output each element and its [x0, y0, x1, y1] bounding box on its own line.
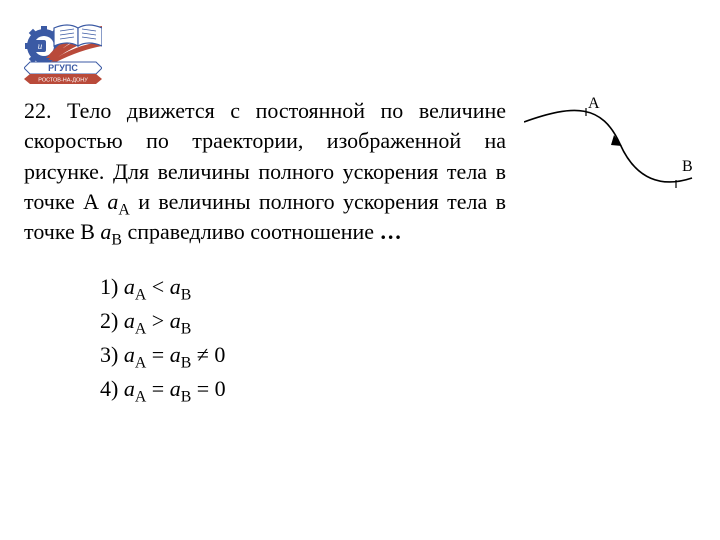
- option-4: 4) aA = aB = 0: [100, 372, 696, 406]
- answer-options: 1) aA < aB 2) aA > aB 3) aA = aB ≠ 0 4) …: [100, 270, 696, 406]
- svg-text:u: u: [38, 41, 43, 51]
- logo-banner: РГУПС РОСТОВ-НА-ДОНУ: [24, 62, 102, 84]
- option-3: 3) aA = aB ≠ 0: [100, 338, 696, 372]
- svg-text:РОСТОВ-НА-ДОНУ: РОСТОВ-НА-ДОНУ: [38, 78, 88, 84]
- label-b: B: [682, 158, 693, 175]
- trajectory-figure: A B: [524, 96, 696, 216]
- question-text: 22. Тело движется с постоянной по величи…: [24, 96, 506, 248]
- trajectory-curve: [524, 110, 692, 182]
- label-a: A: [588, 96, 600, 112]
- university-logo: u РГУПС РОСТОВ-НА-ДОНУ: [24, 18, 102, 84]
- option-2: 2) aA > aB: [100, 304, 696, 338]
- svg-text:РГУПС: РГУПС: [48, 63, 78, 73]
- question-number: 22.: [24, 98, 52, 123]
- book-icon: [54, 25, 102, 46]
- option-1: 1) aA < aB: [100, 270, 696, 304]
